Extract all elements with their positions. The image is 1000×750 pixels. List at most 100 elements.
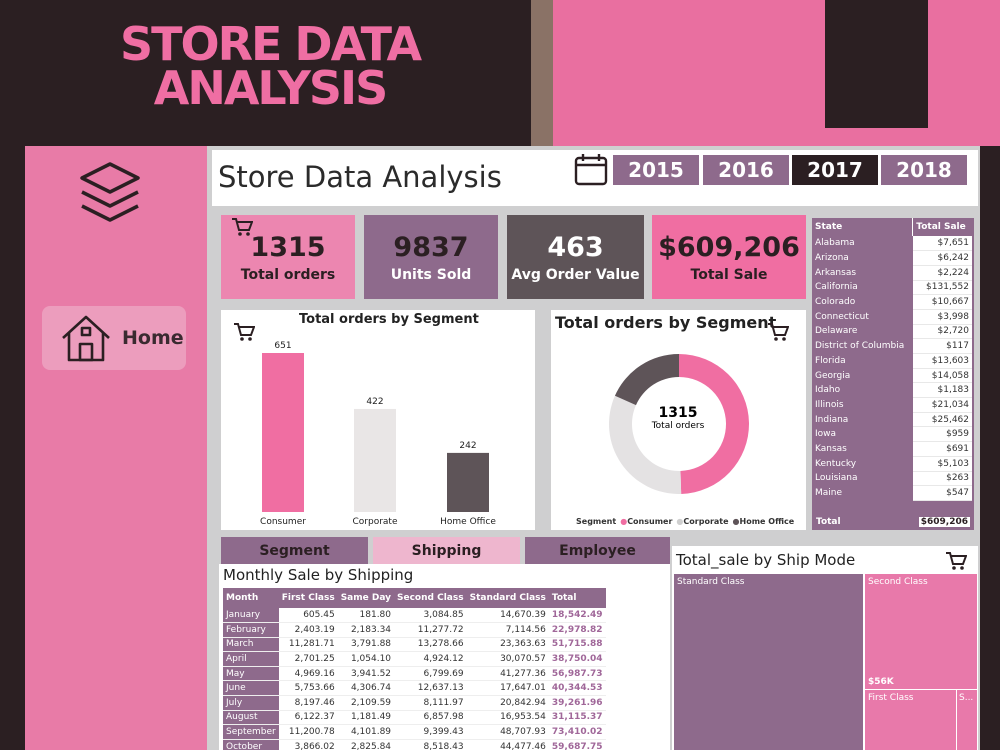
treemap-first-class[interactable]: First Class xyxy=(865,690,956,750)
home-button[interactable]: Home xyxy=(42,306,186,370)
bar-corporate[interactable] xyxy=(354,408,396,512)
tab-shipping[interactable]: Shipping xyxy=(373,537,520,564)
value-cell: 18,542.49 xyxy=(548,608,606,624)
value-cell: 605.45 xyxy=(278,608,338,624)
donut-legend: Segment ●Consumer ●Corporate ●Home Offic… xyxy=(576,517,794,526)
treemap-standard-label: Standard Class xyxy=(677,577,745,587)
state-row[interactable]: Kansas $691 xyxy=(812,441,972,457)
treemap-second-class[interactable]: Second Class $56K xyxy=(865,574,977,689)
table-row[interactable]: August 6,122.37 1,181.49 6,857.98 16,953.54 3… xyxy=(223,710,606,726)
tab-employee[interactable]: Employee xyxy=(525,537,670,564)
year-button-2016[interactable]: 2016 xyxy=(703,155,789,185)
bar-category-label: Consumer xyxy=(260,517,306,527)
kpi-units-sold: 9837 Units Sold xyxy=(364,215,498,299)
state-name: Louisiana xyxy=(815,473,858,484)
table-row[interactable]: October 3,866.02 2,825.84 8,518.43 44,477.46… xyxy=(223,739,606,750)
value-cell: 23,363.63 xyxy=(466,637,549,653)
state-row[interactable]: Indiana $25,462 xyxy=(812,412,972,428)
kpi-total-orders: 1315 Total orders xyxy=(221,215,355,299)
state-row[interactable]: Connecticut $3,998 xyxy=(812,309,972,325)
monthly-header[interactable]: Second Class xyxy=(394,588,467,608)
state-name: Colorado xyxy=(815,297,856,308)
state-row[interactable]: Arizona $6,242 xyxy=(812,250,972,266)
state-row[interactable]: Illinois $21,034 xyxy=(812,397,972,413)
donut-slice-corporate[interactable] xyxy=(609,395,682,494)
cart-icon xyxy=(232,218,253,236)
treemap-same-day[interactable]: S... xyxy=(957,690,977,750)
year-button-2018[interactable]: 2018 xyxy=(881,155,967,185)
tab-segment[interactable]: Segment xyxy=(221,537,368,564)
state-total-sale: $2,720 xyxy=(912,324,972,340)
treemap-standard-class[interactable]: Standard Class xyxy=(674,574,863,750)
month-cell: May xyxy=(223,666,279,682)
bar-chart: 651 Consumer 422 Corporate 242 Home Office xyxy=(260,341,496,527)
bar-home-office[interactable] xyxy=(447,452,489,512)
year-button-2015[interactable]: 2015 xyxy=(613,155,699,185)
value-cell: 51,715.88 xyxy=(548,637,606,653)
state-name: Illinois xyxy=(815,399,844,410)
bar-value-label: 651 xyxy=(274,341,291,351)
monthly-header[interactable]: Total xyxy=(548,588,606,608)
state-header[interactable]: State xyxy=(815,222,843,232)
state-total-sale: $7,651 xyxy=(912,236,972,252)
state-row[interactable]: Colorado $10,667 xyxy=(812,294,972,310)
state-row[interactable]: Idaho $1,183 xyxy=(812,382,972,399)
state-row[interactable]: Alabama $7,651 xyxy=(812,236,972,252)
total-sale-header[interactable]: Total Sale xyxy=(912,218,972,236)
value-cell: 2,183.34 xyxy=(337,622,395,638)
monthly-sale-table[interactable]: Month First Class Same Day Second Class Stan… xyxy=(223,588,606,750)
hero-title-line1: STORE DATA xyxy=(119,17,422,71)
state-row[interactable]: Arkansas $2,224 xyxy=(812,265,972,281)
monthly-header[interactable]: Same Day xyxy=(337,588,395,608)
state-row[interactable]: Iowa $959 xyxy=(812,426,972,443)
cart-icon xyxy=(768,323,789,341)
state-name: Georgia xyxy=(815,370,851,381)
state-total-sale: $6,242 xyxy=(912,250,972,266)
total-label: Total xyxy=(816,517,841,527)
monthly-sale-panel: Monthly Sale by Shipping Month First Clas… xyxy=(219,564,670,750)
table-row[interactable]: June 5,753.66 4,306.74 12,637.13 17,647.01 40… xyxy=(223,680,606,697)
value-cell: 16,953.54 xyxy=(466,710,549,726)
donut-slice-home-office[interactable] xyxy=(614,354,679,406)
donut-slice-consumer[interactable] xyxy=(679,354,749,494)
state-total-sale: $13,603 xyxy=(912,353,972,369)
state-row[interactable]: Delaware $2,720 xyxy=(812,324,972,340)
layers-icon[interactable] xyxy=(78,160,142,228)
value-cell: 2,825.84 xyxy=(337,739,395,750)
state-total-sale: $2,224 xyxy=(912,265,972,281)
monthly-header[interactable]: Month xyxy=(223,588,279,608)
month-cell: February xyxy=(223,622,279,638)
value-cell: 12,637.13 xyxy=(394,680,467,697)
header-dark-block xyxy=(825,0,928,128)
state-row[interactable]: California $131,552 xyxy=(812,280,972,296)
table-row[interactable]: May 4,969.16 3,941.52 6,799.69 41,277.36 56,9… xyxy=(223,666,606,682)
state-sales-table[interactable]: State Total Sale Alabama $7,651 Arizona $6,… xyxy=(812,218,974,530)
value-cell: 3,866.02 xyxy=(278,739,338,750)
value-cell: 38,750.04 xyxy=(548,651,606,667)
year-button-2017[interactable]: 2017 xyxy=(792,155,878,185)
table-row[interactable]: January 605.45 181.80 3,084.85 14,670.39 18,5… xyxy=(223,608,606,624)
state-name: District of Columbia xyxy=(815,341,905,352)
state-name: Maine xyxy=(815,488,843,499)
value-cell: 4,924.12 xyxy=(394,651,467,667)
monthly-header[interactable]: Standard Class xyxy=(466,588,549,608)
kpi-total-sale: $609,206 Total Sale xyxy=(652,215,806,299)
bar-value-label: 422 xyxy=(366,397,383,407)
cart-icon xyxy=(946,552,967,570)
state-name: Delaware xyxy=(815,326,858,337)
table-row[interactable]: March 11,281.71 3,791.88 13,278.66 23,363.63… xyxy=(223,637,606,653)
state-row[interactable]: Maine $547 xyxy=(812,485,972,501)
monthly-header[interactable]: First Class xyxy=(278,588,338,608)
state-row[interactable]: District of Columbia $117 xyxy=(812,338,972,354)
table-row[interactable]: July 8,197.46 2,109.59 8,111.97 20,842.94 39,… xyxy=(223,695,606,711)
table-row[interactable]: February 2,403.19 2,183.34 11,277.72 7,114.5… xyxy=(223,622,606,638)
table-row[interactable]: April 2,701.25 1,054.10 4,924.12 30,070.57 38… xyxy=(223,651,606,667)
bar-consumer[interactable] xyxy=(262,353,304,512)
state-row[interactable]: Louisiana $263 xyxy=(812,471,972,487)
state-row[interactable]: Kentucky $5,103 xyxy=(812,456,972,472)
table-row[interactable]: September 11,200.78 4,101.89 9,399.43 48,707… xyxy=(223,724,606,740)
state-row[interactable]: Florida $13,603 xyxy=(812,353,972,369)
donut-center-value: 1315 xyxy=(658,405,698,421)
bar-category-label: Corporate xyxy=(353,517,398,527)
state-row[interactable]: Georgia $14,058 xyxy=(812,368,972,384)
